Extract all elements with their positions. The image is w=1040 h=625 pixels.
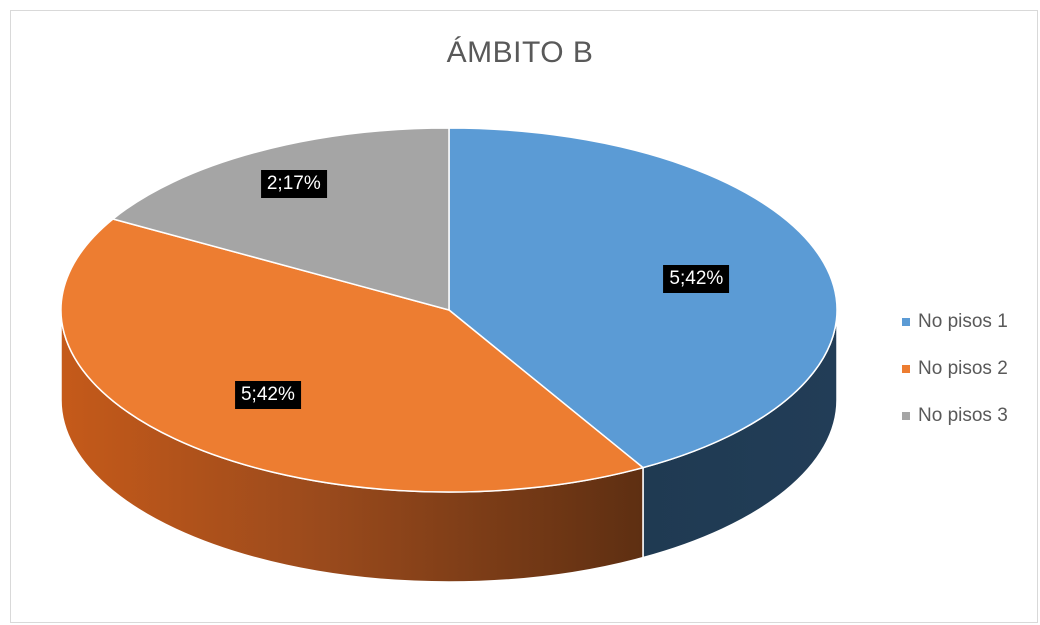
legend-item-2: No pisos 2 (902, 345, 1008, 392)
legend-label-1: No pisos 1 (918, 310, 1008, 332)
legend: No pisos 1 No pisos 2 No pisos 3 (902, 298, 1008, 439)
legend-swatch-3 (902, 411, 910, 420)
legend-item-1: No pisos 1 (902, 298, 1008, 345)
chart-frame (10, 10, 1038, 623)
legend-item-3: No pisos 3 (902, 392, 1008, 439)
pie-slice-3 (111, 127, 450, 311)
legend-swatch-1 (902, 317, 910, 326)
data-label-1: 5;42% (663, 264, 730, 293)
pie-slice-2 (60, 218, 645, 493)
chart-title: ÁMBITO B (446, 36, 594, 69)
legend-swatch-2 (902, 364, 910, 373)
legend-label-2: No pisos 2 (918, 357, 1008, 379)
data-label-3: 2;17% (260, 169, 327, 198)
data-label-2: 5;42% (234, 380, 301, 409)
legend-label-3: No pisos 3 (918, 404, 1008, 426)
pie-slice-1 (448, 127, 838, 469)
